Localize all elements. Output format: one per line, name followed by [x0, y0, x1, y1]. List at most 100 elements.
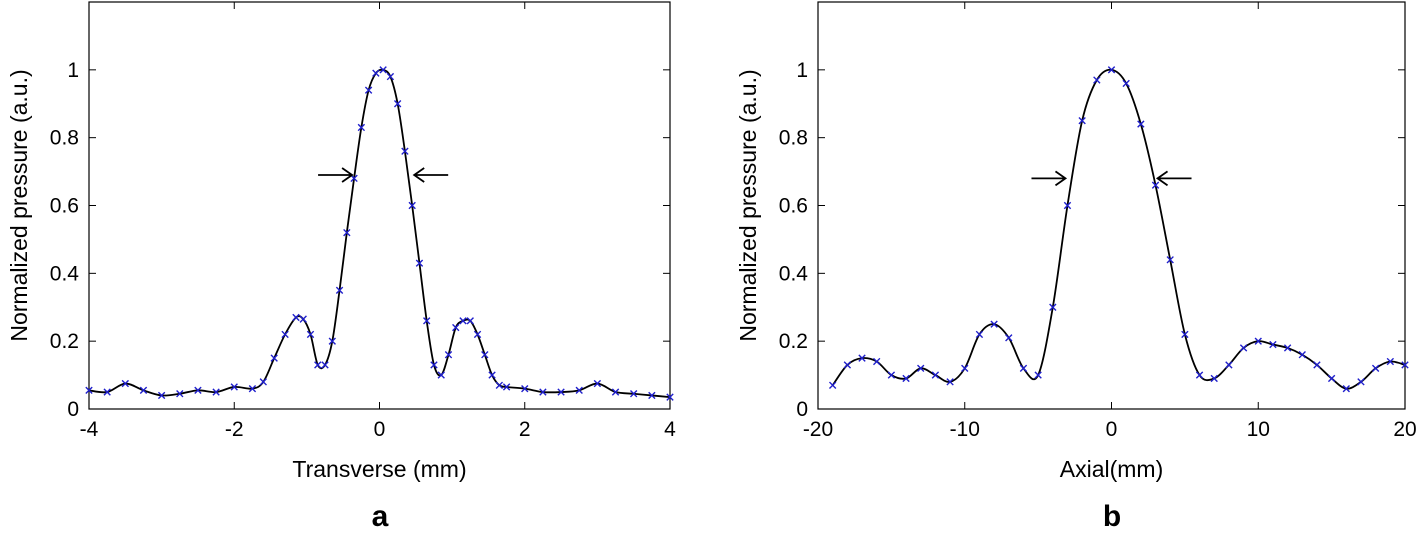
data-point-marker: [1034, 371, 1042, 379]
data-point-marker: [946, 378, 954, 386]
x-tick-label: 2: [519, 418, 531, 441]
data-point-marker: [1225, 361, 1233, 369]
data-point-marker: [259, 378, 267, 386]
data-point-marker: [444, 351, 453, 359]
y-tick-label: 0.6: [50, 195, 79, 218]
data-point-marker: [1005, 334, 1013, 342]
data-point-marker: [85, 386, 93, 395]
data-point-marker: [1019, 364, 1028, 372]
data-point-marker: [1269, 340, 1277, 349]
data-point-marker: [1063, 201, 1072, 210]
y-tick-label: 0.8: [50, 127, 79, 150]
data-point-marker: [1342, 384, 1350, 393]
data-point-marker: [466, 317, 474, 325]
series-line: [88, 68, 671, 399]
data-point-marker: [1137, 120, 1145, 128]
data-point-marker: [539, 388, 547, 396]
data-point-marker: [488, 371, 496, 379]
data-point-marker: [401, 147, 409, 155]
x-axis-label: Axial(mm): [1060, 456, 1164, 482]
fwhm-arrow-right: [1155, 170, 1192, 187]
data-point-marker: [335, 286, 344, 294]
data-point-marker: [415, 259, 424, 267]
series-line: [831, 68, 1406, 390]
chart-panel-a: -4 -2 0 2 4 0 0.2 0.4 0.6 0.8 1 Transverse (mm) Norm…: [6, 1, 676, 533]
data-point-marker: [495, 381, 504, 389]
y-tick-label: 0.4: [779, 262, 809, 285]
data-point-marker: [230, 383, 238, 391]
x-tick-label: -4: [80, 418, 99, 441]
data-point-marker: [1357, 378, 1365, 386]
data-point-marker: [459, 317, 467, 325]
panel-letter: a: [372, 500, 389, 533]
data-point-marker: [306, 330, 315, 339]
data-point-marker: [350, 174, 358, 183]
data-point-marker: [430, 361, 438, 369]
data-point-marker: [194, 386, 202, 395]
x-axis-label: Transverse (mm): [292, 456, 466, 482]
data-point-marker: [961, 364, 969, 372]
data-point-marker: [139, 386, 148, 395]
data-point-marker: [481, 351, 489, 359]
x-tick-label: 20: [1393, 418, 1416, 441]
y-tick-label: 0.8: [779, 127, 808, 150]
data-point-marker: [1195, 371, 1204, 379]
data-point-marker: [364, 86, 373, 94]
data-point-marker: [843, 361, 852, 369]
data-point-marker: [828, 381, 837, 389]
y-tick-label: 0.6: [779, 195, 808, 218]
data-point-marker: [1298, 351, 1306, 359]
data-point-marker: [990, 320, 998, 328]
data-point-marker: [1166, 256, 1174, 264]
fwhm-arrow-right: [412, 167, 449, 183]
data-point-marker: [1151, 181, 1160, 189]
chart-panel-b: -20 -10 0 10 20 0 0.2 0.4 0.6 0.8 1 Axial(mm) Normal…: [735, 1, 1417, 533]
data-point-marker: [1210, 374, 1218, 383]
data-point-marker: [1254, 337, 1262, 345]
data-point-marker: [357, 123, 366, 132]
data-point-marker: [423, 317, 431, 325]
data-point-marker: [372, 69, 380, 77]
x-tick-label: -10: [950, 418, 980, 441]
y-tick-label: 0.4: [50, 262, 80, 285]
data-point-marker: [270, 354, 278, 362]
data-point-marker: [212, 388, 220, 396]
data-point-marker: [248, 384, 257, 393]
data-point-marker: [629, 390, 638, 398]
data-point-marker: [473, 330, 482, 339]
data-point-marker: [343, 228, 351, 237]
data-point-marker: [121, 379, 130, 388]
fwhm-arrow-left: [318, 167, 354, 183]
data-point-marker: [1078, 117, 1086, 125]
data-point-marker: [931, 371, 940, 379]
y-axis-label: Normalized pressure (a.u.): [735, 69, 761, 341]
data-point-marker: [292, 313, 300, 322]
data-point-marker: [157, 391, 166, 400]
data-point-marker: [379, 66, 387, 74]
panel-letter: b: [1103, 500, 1121, 533]
data-point-marker: [103, 388, 111, 396]
data-point-marker: [917, 364, 925, 372]
data-point-marker: [1283, 344, 1292, 352]
plot-frame: [88, 1, 671, 410]
data-point-marker: [858, 354, 866, 362]
plot-frame: [817, 1, 1406, 410]
data-point-marker: [328, 337, 336, 345]
data-point-marker: [1386, 357, 1395, 366]
x-tick-label: 0: [374, 418, 386, 441]
data-point-marker: [1401, 361, 1409, 369]
x-tick-label: -2: [225, 418, 244, 441]
data-point-marker: [575, 386, 583, 395]
data-point-marker: [521, 384, 529, 393]
x-tick-label: 4: [664, 418, 676, 441]
y-tick-label: 0.2: [779, 330, 808, 353]
data-point-marker: [1313, 361, 1321, 369]
data-point-marker: [176, 390, 184, 398]
data-point-marker: [321, 361, 329, 369]
x-tick-label: -20: [803, 418, 833, 441]
data-point-marker: [1049, 303, 1057, 311]
data-point-marker: [1181, 330, 1189, 339]
data-point-marker: [873, 357, 881, 366]
data-point-marker: [666, 393, 674, 401]
